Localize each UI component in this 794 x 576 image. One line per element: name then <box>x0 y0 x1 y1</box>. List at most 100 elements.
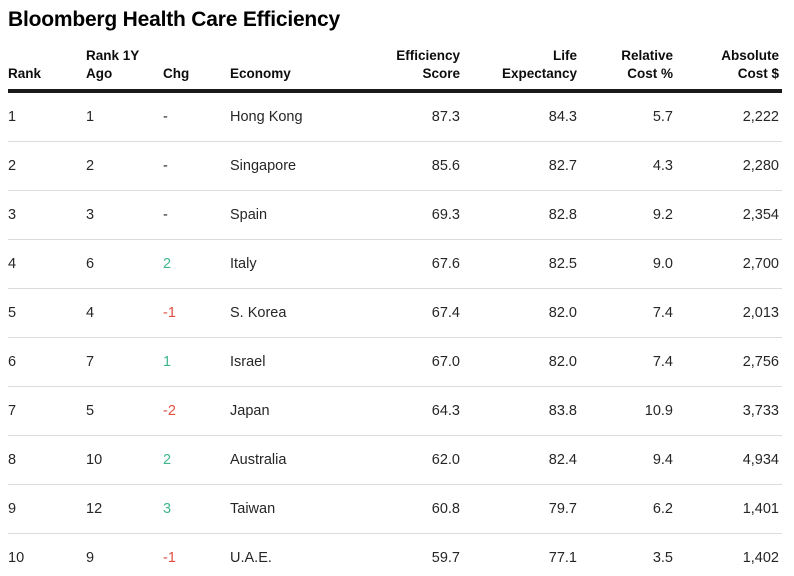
life-expectancy-cell: 82.0 <box>463 337 580 387</box>
column-header-chg: Chg <box>155 41 222 93</box>
chg-cell: - <box>155 141 222 191</box>
rank-1y-ago-cell: 12 <box>78 484 155 534</box>
rank-cell: 8 <box>8 435 78 485</box>
header-line: Chg <box>163 65 190 81</box>
table-row: 4 6 2 Italy 67.6 82.5 9.0 2,700 <box>8 239 782 289</box>
rank-1y-ago-cell: 7 <box>78 337 155 387</box>
efficiency-score-cell: 60.8 <box>358 484 463 534</box>
rank-cell: 3 <box>8 190 78 240</box>
efficiency-score-cell: 64.3 <box>358 386 463 436</box>
absolute-cost-cell: 2,222 <box>676 91 782 142</box>
chg-cell: -1 <box>155 533 222 576</box>
header-line: Efficiency <box>396 48 460 64</box>
rank-cell: 9 <box>8 484 78 534</box>
economy-cell: Israel <box>222 337 358 387</box>
relative-cost-cell: 9.4 <box>580 435 676 485</box>
life-expectancy-cell: 84.3 <box>463 91 580 142</box>
relative-cost-cell: 6.2 <box>580 484 676 534</box>
header-line: Expectancy <box>501 65 577 81</box>
life-expectancy-cell: 82.0 <box>463 288 580 338</box>
absolute-cost-cell: 3,733 <box>676 386 782 436</box>
chg-cell: 2 <box>155 239 222 289</box>
efficiency-score-cell: 59.7 <box>358 533 463 576</box>
table-row: 10 9 -1 U.A.E. 59.7 77.1 3.5 1,402 <box>8 533 782 576</box>
economy-cell: U.A.E. <box>222 533 358 576</box>
table-row: 6 7 1 Israel 67.0 82.0 7.4 2,756 <box>8 337 782 387</box>
life-expectancy-cell: 82.5 <box>463 239 580 289</box>
efficiency-score-cell: 67.6 <box>358 239 463 289</box>
column-header-economy: Economy <box>222 41 358 93</box>
column-header-relative-cost: Relative Cost % <box>580 41 676 93</box>
economy-cell: Italy <box>222 239 358 289</box>
table-row: 8 10 2 Australia 62.0 82.4 9.4 4,934 <box>8 435 782 485</box>
rank-1y-ago-cell: 6 <box>78 239 155 289</box>
chg-cell: - <box>155 91 222 142</box>
life-expectancy-cell: 82.7 <box>463 141 580 191</box>
efficiency-score-cell: 85.6 <box>358 141 463 191</box>
rank-cell: 10 <box>8 533 78 576</box>
efficiency-score-cell: 87.3 <box>358 91 463 142</box>
header-line: Economy <box>230 65 291 81</box>
table-body: 1 1 - Hong Kong 87.3 84.3 5.7 2,222 2 2 … <box>8 91 782 576</box>
economy-cell: Australia <box>222 435 358 485</box>
relative-cost-cell: 5.7 <box>580 91 676 142</box>
rank-cell: 1 <box>8 91 78 142</box>
relative-cost-cell: 9.0 <box>580 239 676 289</box>
rank-1y-ago-cell: 4 <box>78 288 155 338</box>
chg-cell: -1 <box>155 288 222 338</box>
relative-cost-cell: 4.3 <box>580 141 676 191</box>
table-row: 2 2 - Singapore 85.6 82.7 4.3 2,280 <box>8 141 782 191</box>
life-expectancy-cell: 83.8 <box>463 386 580 436</box>
header-line: Relative <box>621 48 673 64</box>
table-row: 5 4 -1 S. Korea 67.4 82.0 7.4 2,013 <box>8 288 782 338</box>
absolute-cost-cell: 2,280 <box>676 141 782 191</box>
economy-cell: Spain <box>222 190 358 240</box>
rank-cell: 2 <box>8 141 78 191</box>
rank-cell: 4 <box>8 239 78 289</box>
efficiency-score-cell: 67.4 <box>358 288 463 338</box>
header-line: Life <box>552 48 577 64</box>
column-header-rank: Rank <box>8 41 78 93</box>
table-row: 9 12 3 Taiwan 60.8 79.7 6.2 1,401 <box>8 484 782 534</box>
chg-cell: - <box>155 190 222 240</box>
header-line: Cost % <box>627 65 673 81</box>
rank-cell: 7 <box>8 386 78 436</box>
chg-cell: 2 <box>155 435 222 485</box>
header-line: Absolute <box>721 48 779 64</box>
relative-cost-cell: 10.9 <box>580 386 676 436</box>
life-expectancy-cell: 77.1 <box>463 533 580 576</box>
relative-cost-cell: 9.2 <box>580 190 676 240</box>
chg-cell: 3 <box>155 484 222 534</box>
absolute-cost-cell: 2,354 <box>676 190 782 240</box>
table-header: Rank Rank 1Y Ago Chg Economy Efficiency … <box>8 41 782 93</box>
absolute-cost-cell: 2,013 <box>676 288 782 338</box>
rank-cell: 5 <box>8 288 78 338</box>
rank-cell: 6 <box>8 337 78 387</box>
header-line: Rank <box>8 65 42 81</box>
table-row: 3 3 - Spain 69.3 82.8 9.2 2,354 <box>8 190 782 240</box>
absolute-cost-cell: 1,402 <box>676 533 782 576</box>
relative-cost-cell: 7.4 <box>580 337 676 387</box>
rank-1y-ago-cell: 10 <box>78 435 155 485</box>
header-line: Score <box>422 65 460 81</box>
efficiency-score-cell: 67.0 <box>358 337 463 387</box>
rank-1y-ago-cell: 3 <box>78 190 155 240</box>
column-header-life-expectancy: Life Expectancy <box>463 41 580 93</box>
economy-cell: S. Korea <box>222 288 358 338</box>
economy-cell: Japan <box>222 386 358 436</box>
absolute-cost-cell: 1,401 <box>676 484 782 534</box>
table-row: 1 1 - Hong Kong 87.3 84.3 5.7 2,222 <box>8 91 782 142</box>
absolute-cost-cell: 2,756 <box>676 337 782 387</box>
rank-1y-ago-cell: 1 <box>78 91 155 142</box>
chg-cell: -2 <box>155 386 222 436</box>
absolute-cost-cell: 4,934 <box>676 435 782 485</box>
header-line: Rank 1Y <box>86 48 140 64</box>
absolute-cost-cell: 2,700 <box>676 239 782 289</box>
header-line: Ago <box>86 65 113 81</box>
economy-cell: Hong Kong <box>222 91 358 142</box>
column-header-rank-1y-ago: Rank 1Y Ago <box>78 41 155 93</box>
relative-cost-cell: 3.5 <box>580 533 676 576</box>
rank-1y-ago-cell: 5 <box>78 386 155 436</box>
efficiency-score-cell: 69.3 <box>358 190 463 240</box>
